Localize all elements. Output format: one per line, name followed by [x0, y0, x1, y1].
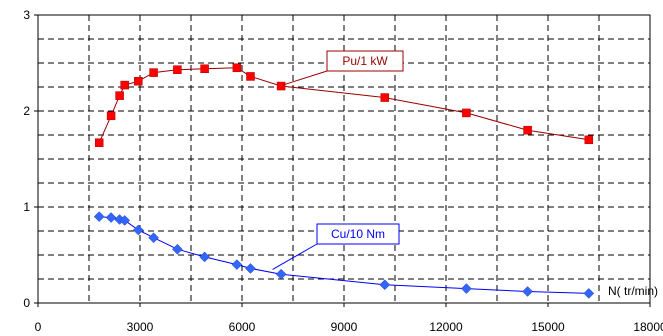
data-point — [172, 243, 183, 255]
series-callout: Pu/1 kW — [282, 50, 404, 86]
data-point — [200, 64, 209, 74]
callout-box — [316, 223, 400, 245]
x-tick-label: 15000 — [531, 320, 565, 334]
y-tick-label: 1 — [23, 200, 30, 214]
grid — [38, 15, 650, 303]
x-axis-title: N( tr/min) — [608, 284, 658, 298]
series-1 — [94, 63, 594, 147]
data-point — [106, 111, 116, 121]
data-point — [379, 279, 391, 291]
data-point — [523, 125, 532, 135]
y-tick-label: 0 — [23, 296, 30, 310]
data-point — [461, 283, 472, 294]
series-2 — [93, 211, 595, 299]
series-label: Cu/10 Nm — [331, 227, 385, 241]
data-point — [120, 80, 129, 90]
data-point — [275, 268, 287, 280]
data-point — [232, 63, 242, 73]
data-point — [199, 251, 210, 263]
data-point — [119, 215, 131, 226]
x-tick-label: 12000 — [429, 320, 463, 334]
data-point — [94, 138, 104, 147]
data-point — [105, 212, 117, 223]
x-tick-label: 9000 — [331, 320, 358, 334]
y-axis-ticks: 0 1 2 3 — [23, 8, 38, 310]
data-point — [173, 65, 182, 74]
data-point — [583, 288, 595, 299]
x-tick-label: 0 — [35, 320, 42, 334]
x-tick-label: 3000 — [127, 320, 154, 334]
data-point — [148, 232, 159, 244]
series-label: Pu/1 kW — [342, 54, 388, 68]
data-point — [584, 135, 594, 145]
callout-box — [326, 50, 404, 72]
x-tick-label: 6000 — [229, 320, 256, 334]
data-point — [522, 286, 533, 297]
y-tick-label: 3 — [23, 8, 30, 22]
callouts: Pu/1 kW Cu/10 Nm — [272, 50, 404, 270]
callout-leader — [272, 243, 318, 270]
data-point — [115, 91, 124, 100]
data-point — [132, 224, 144, 236]
data-point — [231, 259, 243, 270]
data-point — [276, 81, 286, 91]
callout-leader — [282, 70, 328, 86]
series-callout: Cu/10 Nm — [272, 223, 400, 270]
data-point — [245, 263, 256, 274]
data-point — [134, 76, 143, 86]
series-layer — [93, 63, 595, 299]
data-point — [93, 211, 105, 222]
data-point — [462, 108, 471, 118]
data-point — [380, 93, 390, 102]
data-point — [149, 68, 158, 77]
data-point — [246, 72, 255, 81]
y-tick-label: 2 — [23, 104, 30, 118]
